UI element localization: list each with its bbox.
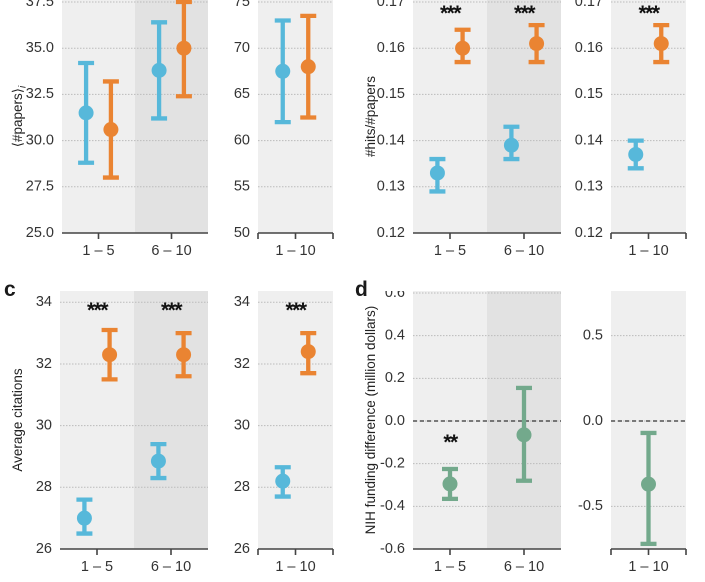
- svg-text:-0.2: -0.2: [380, 455, 405, 471]
- svg-text:0.17: 0.17: [575, 0, 603, 10]
- svg-text:0.12: 0.12: [575, 225, 603, 241]
- svg-text:75: 75: [234, 0, 250, 10]
- svg-text:1 – 10: 1 – 10: [628, 243, 668, 259]
- svg-text:-0.5: -0.5: [578, 498, 603, 514]
- svg-text:70: 70: [234, 40, 250, 56]
- svg-text:0.0: 0.0: [583, 413, 603, 429]
- svg-text:0.15: 0.15: [377, 86, 405, 102]
- svg-text:1 – 5: 1 – 5: [434, 559, 466, 575]
- svg-text:0.6: 0.6: [385, 291, 405, 301]
- svg-text:37.5: 37.5: [26, 0, 54, 10]
- svg-text:0.4: 0.4: [385, 327, 405, 343]
- svg-text:26: 26: [36, 541, 52, 557]
- svg-text:0.16: 0.16: [377, 40, 405, 56]
- svg-text:0.16: 0.16: [575, 40, 603, 56]
- svg-text:0.12: 0.12: [377, 225, 405, 241]
- svg-text:0.15: 0.15: [575, 86, 603, 102]
- svg-text:***: ***: [285, 299, 307, 322]
- svg-text:***: ***: [514, 2, 536, 25]
- svg-text:6 – 10: 6 – 10: [504, 243, 544, 259]
- svg-text:1 – 5: 1 – 5: [81, 559, 113, 575]
- svg-text:0.13: 0.13: [377, 179, 405, 195]
- svg-text:30: 30: [234, 417, 250, 433]
- svg-text:6 – 10: 6 – 10: [504, 559, 544, 575]
- svg-text:60: 60: [234, 132, 250, 148]
- svg-text:**: **: [443, 431, 459, 454]
- svg-text:35.0: 35.0: [26, 40, 54, 56]
- svg-text:30.0: 30.0: [26, 132, 54, 148]
- svg-text:26: 26: [234, 541, 250, 557]
- svg-text:6 – 10: 6 – 10: [151, 559, 191, 575]
- svg-text:32: 32: [234, 356, 250, 372]
- svg-text:6 – 10: 6 – 10: [151, 243, 191, 259]
- svg-text:0.5: 0.5: [583, 327, 603, 343]
- svg-text:28: 28: [36, 479, 52, 495]
- svg-text:32: 32: [36, 356, 52, 372]
- svg-text:0.14: 0.14: [575, 132, 603, 148]
- svg-text:***: ***: [161, 299, 183, 322]
- svg-text:1 – 5: 1 – 5: [82, 243, 114, 259]
- svg-text:65: 65: [234, 86, 250, 102]
- svg-text:50: 50: [234, 225, 250, 241]
- svg-text:28: 28: [234, 479, 250, 495]
- svg-text:1 – 10: 1 – 10: [275, 243, 315, 259]
- svg-text:1 – 10: 1 – 10: [275, 559, 315, 575]
- svg-text:1 – 10: 1 – 10: [628, 559, 668, 575]
- svg-text:1 – 5: 1 – 5: [434, 243, 466, 259]
- svg-text:34: 34: [234, 294, 250, 310]
- svg-text:27.5: 27.5: [26, 179, 54, 195]
- svg-text:***: ***: [638, 2, 660, 25]
- svg-text:0.0: 0.0: [385, 413, 405, 429]
- svg-text:***: ***: [87, 299, 109, 322]
- svg-text:***: ***: [440, 2, 462, 25]
- svg-text:0.17: 0.17: [377, 0, 405, 10]
- svg-text:0.2: 0.2: [385, 370, 405, 386]
- svg-text:-0.6: -0.6: [380, 541, 405, 557]
- svg-text:-0.4: -0.4: [380, 498, 405, 514]
- svg-text:32.5: 32.5: [26, 86, 54, 102]
- svg-text:25.0: 25.0: [26, 225, 54, 241]
- svg-text:30: 30: [36, 417, 52, 433]
- svg-text:34: 34: [36, 294, 52, 310]
- svg-text:55: 55: [234, 179, 250, 195]
- svg-text:0.13: 0.13: [575, 179, 603, 195]
- svg-text:0.14: 0.14: [377, 132, 405, 148]
